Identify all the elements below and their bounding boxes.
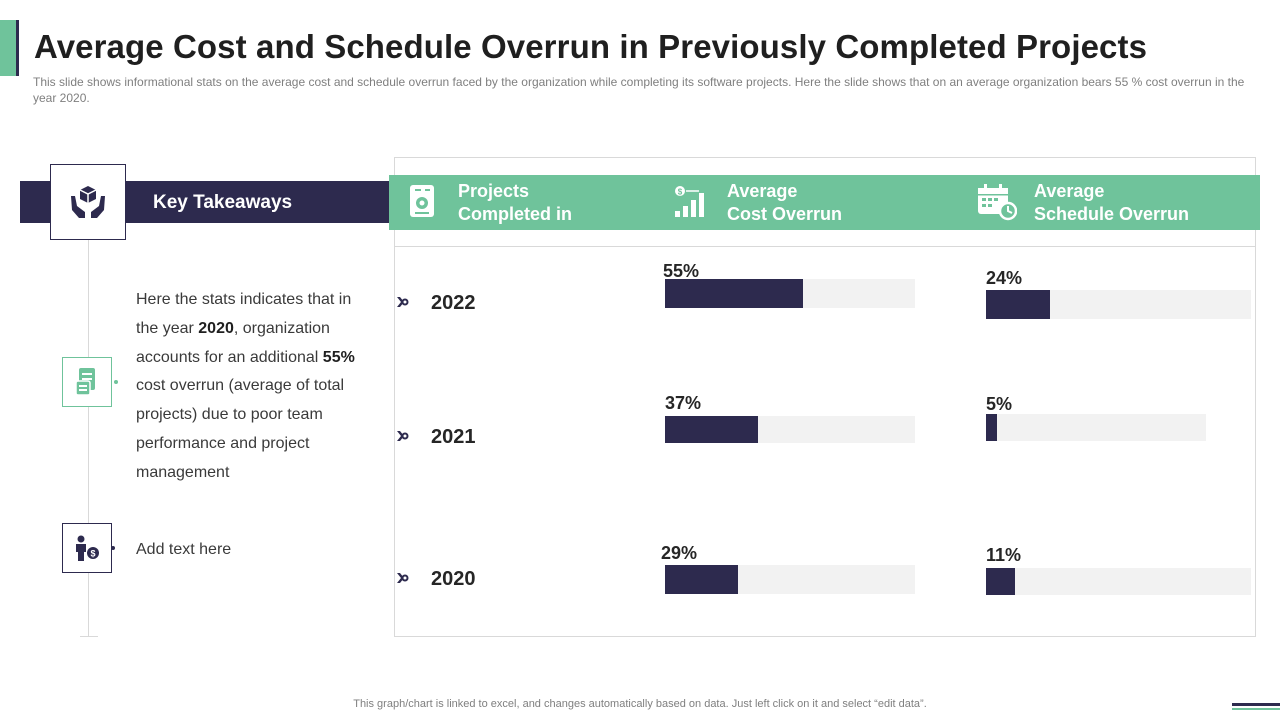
header-line: Average [1034,181,1105,201]
schedule-bar-track [986,568,1251,595]
cost-bar-track [665,416,915,443]
title-accent-line [16,20,19,76]
header-average-schedule-overrun: Average Schedule Overrun [1034,180,1189,226]
header-line: Cost Overrun [727,204,843,224]
header-projects-completed: Projects Completed in [458,180,572,226]
schedule-bar-fill [986,414,997,441]
cost-overrun-value: 37% [665,393,702,413]
add-text-placeholder[interactable]: Add text here [136,541,232,558]
title-accent-bar [0,20,16,76]
cost-bar-fill [665,416,758,443]
svg-text:$: $ [90,549,95,559]
panel-separator [395,246,1255,247]
year-label: 2020 [431,568,476,590]
paragraph-text: , organization accounts for an additiona… [136,319,330,366]
header-line: Average [727,181,798,201]
connector-dot [111,546,115,550]
timeline-cap [80,636,98,637]
calendar-clock-icon [978,184,1017,221]
paragraph-highlight: 2020 [198,319,234,337]
cost-bar-track [665,565,915,594]
connector-dot [114,380,118,384]
person-presenting-icon: $ [76,535,99,561]
paragraph-text: Here the stats indicates that in the yea… [136,291,352,337]
cost-bar-fill [665,565,738,594]
schedule-bar-track [986,414,1206,441]
cost-overrun-value: 29% [661,543,698,563]
money-document-icon-box [62,357,112,407]
schedule-bar-track [986,290,1251,319]
corner-decoration [1232,708,1280,710]
schedule-overrun-value: 11% [986,545,1022,565]
header-line: Completed in [458,204,573,224]
cost-bar-track [665,279,915,308]
data-panel [394,157,1256,637]
year-label: 2021 [431,426,476,448]
chevron-right-icon [397,297,409,307]
document-money-icon [75,368,95,396]
header-line: Projects [458,181,530,201]
svg-text:$: $ [678,188,683,197]
key-takeaways-icon-box [50,164,126,240]
key-takeaways-label: Key Takeaways [153,192,293,213]
schedule-overrun-value: 24% [986,268,1023,288]
gear-document-icon [410,185,434,217]
takeaway-paragraph: Here the stats indicates that in the yea… [136,286,361,488]
timeline-line [88,240,89,636]
year-label: 2022 [431,292,476,314]
paragraph-highlight: 55% [322,348,355,366]
schedule-bar-fill [986,568,1016,595]
page-title: Average Cost and Schedule Overrun in Pre… [34,28,1148,65]
header-average-cost-overrun: Average Cost Overrun [727,180,842,226]
schedule-overrun-value: 5% [986,394,1013,414]
cost-overrun-value: 55% [663,261,700,281]
footer-note: This graph/chart is linked to excel, and… [353,698,927,710]
chevron-right-icon [397,573,409,583]
schedule-bar-fill [986,290,1050,319]
chevron-right-icon [397,431,409,441]
paragraph-text: cost overrun (average of total projects)… [136,377,345,481]
money-bar-chart-icon: $ [675,186,704,217]
hands-cube-icon [71,186,105,218]
presenter-icon-box: $ [62,523,112,573]
table-header [389,175,1260,230]
corner-decoration [1232,703,1280,706]
header-line: Schedule Overrun [1034,204,1190,224]
cost-bar-fill [665,279,803,308]
page-subtitle: This slide shows informational stats on … [33,75,1245,105]
